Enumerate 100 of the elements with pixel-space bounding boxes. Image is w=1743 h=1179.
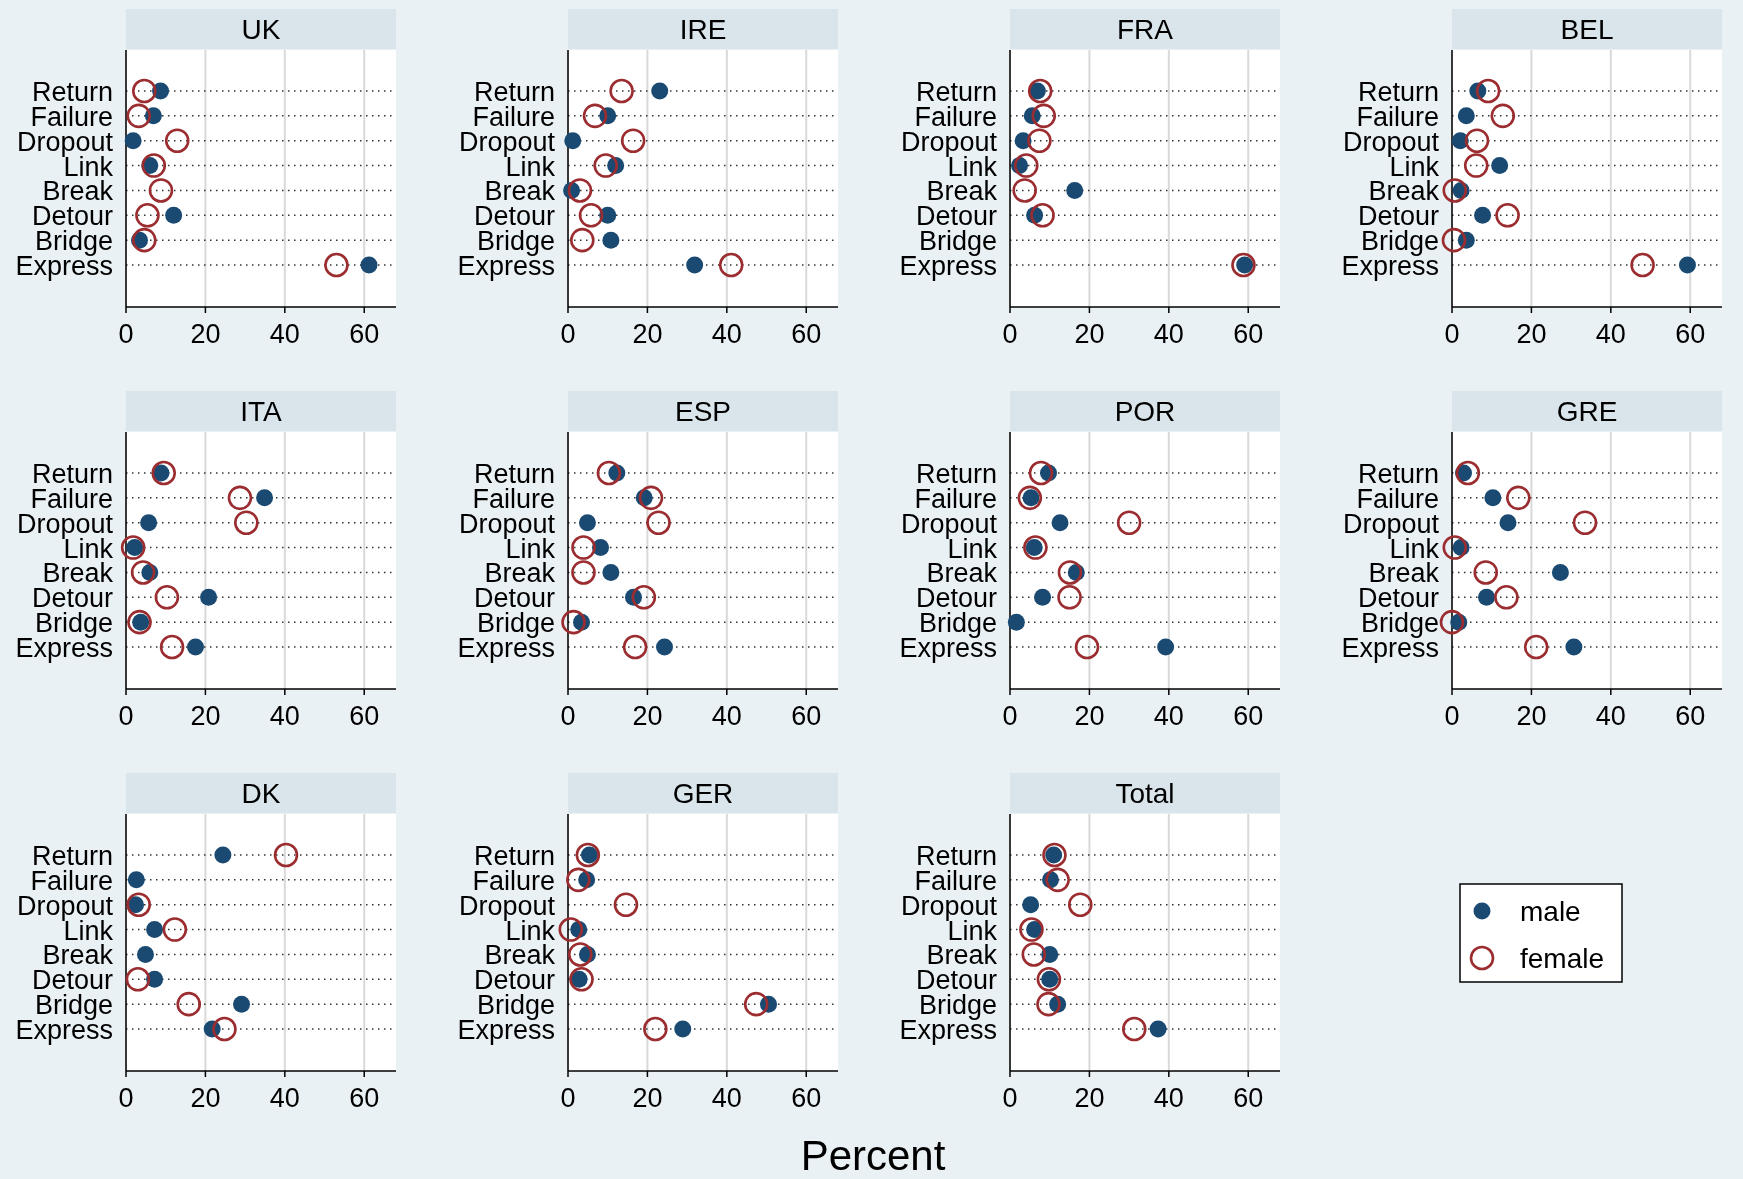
point <box>360 256 378 274</box>
point <box>1149 1020 1167 1038</box>
point <box>154 584 180 610</box>
point <box>1116 510 1142 536</box>
point <box>141 153 167 178</box>
x-tick-label: 0 <box>560 1083 576 1113</box>
point <box>1013 153 1039 178</box>
point <box>126 892 152 918</box>
point <box>1457 107 1475 125</box>
point <box>1031 103 1057 129</box>
point <box>1478 588 1496 606</box>
point <box>1067 892 1093 918</box>
point <box>631 584 657 610</box>
point <box>643 1016 668 1042</box>
x-tick-label: 60 <box>1233 1083 1264 1113</box>
chart-title: GRE <box>1556 396 1618 427</box>
x-tick-label: 20 <box>1074 701 1105 731</box>
x-tick-label: 60 <box>349 701 380 731</box>
point <box>1019 917 1044 942</box>
x-tick-label: 60 <box>1233 701 1264 731</box>
point <box>324 252 349 278</box>
point <box>561 609 586 635</box>
point <box>1463 153 1489 178</box>
point <box>1442 178 1468 203</box>
point <box>127 871 145 889</box>
point <box>655 638 673 656</box>
x-tick-label: 40 <box>711 1083 742 1113</box>
point <box>1494 584 1519 610</box>
point <box>609 78 634 104</box>
point <box>613 892 639 918</box>
point <box>120 535 146 560</box>
x-tick-label: 40 <box>711 701 742 731</box>
point <box>1051 514 1069 532</box>
point <box>1036 991 1061 1017</box>
x-tick-label: 60 <box>1675 319 1706 349</box>
point <box>1491 157 1509 175</box>
y-tick-label: Break <box>42 940 114 971</box>
point <box>558 917 584 942</box>
point <box>1495 202 1520 228</box>
x-tick-label: 40 <box>269 1083 300 1113</box>
y-tick-label: Break <box>926 176 998 207</box>
point <box>1484 489 1502 507</box>
x-tick-label: 20 <box>190 701 221 731</box>
point <box>571 560 596 585</box>
point <box>1021 942 1047 967</box>
point <box>273 842 299 868</box>
point <box>227 485 253 511</box>
x-tick-label: 0 <box>118 319 134 349</box>
point <box>1439 609 1465 635</box>
chart-title: DK <box>241 778 281 809</box>
point <box>1121 1016 1147 1042</box>
x-tick-label: 40 <box>1595 319 1626 349</box>
point <box>127 609 152 635</box>
point <box>1475 78 1501 104</box>
point <box>1455 460 1481 486</box>
point <box>1066 181 1084 199</box>
point <box>1499 514 1517 532</box>
point <box>575 842 601 868</box>
point <box>200 588 218 606</box>
x-tick-label: 60 <box>349 319 380 349</box>
point <box>1231 252 1256 278</box>
point <box>686 256 704 274</box>
x-tick-label: 40 <box>269 701 300 731</box>
point <box>1007 613 1025 631</box>
point <box>596 460 622 486</box>
point <box>1057 560 1083 585</box>
point <box>1057 584 1082 610</box>
x-tick-label: 20 <box>632 1083 663 1113</box>
point <box>718 252 744 278</box>
x-tick-label: 40 <box>711 319 742 349</box>
x-tick-label: 0 <box>118 1083 134 1113</box>
point <box>1490 103 1516 129</box>
chart-title: POR <box>1114 396 1176 427</box>
x-tick-label: 40 <box>1153 319 1184 349</box>
point <box>602 231 620 249</box>
x-tick-label: 40 <box>1153 701 1184 731</box>
point <box>602 563 620 581</box>
point <box>674 1020 692 1038</box>
x-tick-label: 0 <box>1002 319 1018 349</box>
x-tick-label: 40 <box>1595 701 1626 731</box>
point <box>176 991 202 1017</box>
x-tick-label: 40 <box>269 319 300 349</box>
x-tick-label: 20 <box>1516 701 1547 731</box>
point <box>151 460 177 486</box>
legend-label: female <box>1520 943 1605 974</box>
point <box>743 991 769 1017</box>
point <box>1022 896 1040 914</box>
x-tick-label: 0 <box>560 319 576 349</box>
point <box>234 510 259 536</box>
point <box>1442 535 1468 560</box>
point <box>1157 638 1175 656</box>
point <box>1572 510 1598 536</box>
point <box>1506 485 1531 511</box>
chart-title: BEL <box>1560 14 1614 45</box>
point <box>159 634 185 660</box>
point <box>1028 460 1054 486</box>
x-tick-label: 0 <box>1444 319 1460 349</box>
point <box>1012 178 1037 203</box>
x-tick-label: 0 <box>118 701 134 731</box>
x-tick-label: 20 <box>632 701 663 731</box>
